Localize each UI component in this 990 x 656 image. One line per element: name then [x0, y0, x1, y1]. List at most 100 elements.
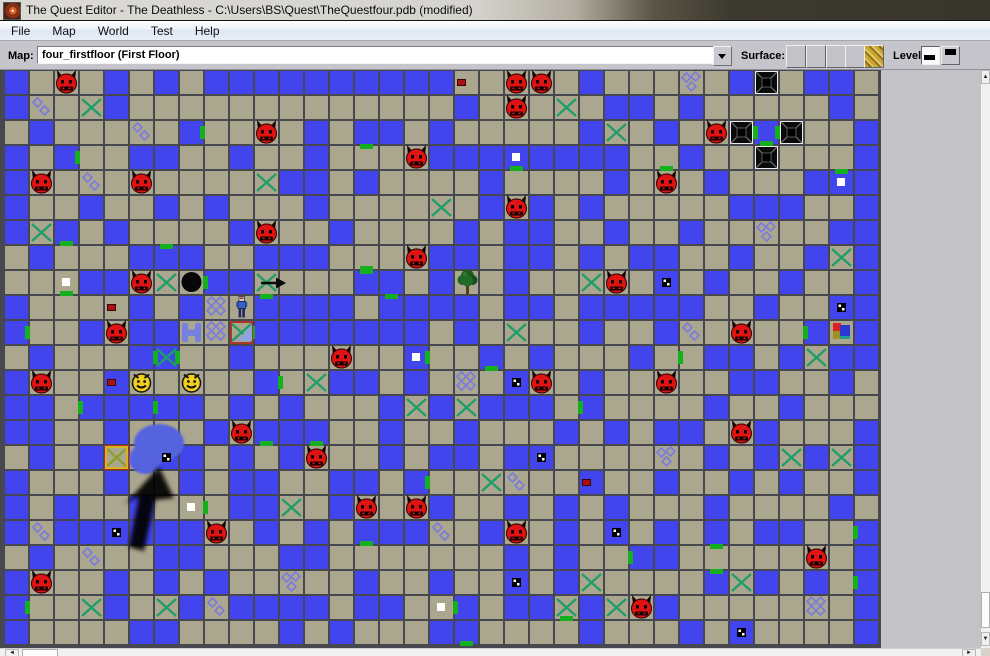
map-tile[interactable]	[205, 446, 228, 469]
map-tile[interactable]	[855, 421, 878, 444]
map-tile[interactable]	[205, 271, 228, 294]
map-tile[interactable]	[555, 221, 578, 244]
map-tile[interactable]	[855, 346, 878, 369]
map-tile[interactable]	[805, 121, 828, 144]
map-tile[interactable]	[80, 371, 103, 394]
map-tile[interactable]	[755, 171, 778, 194]
map-tile[interactable]	[805, 596, 828, 619]
map-tile[interactable]	[555, 396, 578, 419]
map-tile[interactable]	[830, 396, 853, 419]
map-tile[interactable]	[280, 421, 303, 444]
dropdown-arrow-icon[interactable]	[713, 46, 732, 66]
map-tile[interactable]	[705, 96, 728, 119]
map-tile[interactable]	[555, 121, 578, 144]
map-tile[interactable]	[205, 571, 228, 594]
map-tile[interactable]	[830, 296, 853, 319]
map-tile[interactable]	[755, 271, 778, 294]
map-tile[interactable]	[580, 296, 603, 319]
map-tile[interactable]	[530, 96, 553, 119]
map-tile[interactable]	[205, 146, 228, 169]
map-tile[interactable]	[130, 321, 153, 344]
map-tile[interactable]	[455, 596, 478, 619]
map-tile[interactable]	[155, 346, 178, 369]
map-tile[interactable]	[80, 496, 103, 519]
map-tile[interactable]	[705, 621, 728, 644]
map-tile[interactable]	[205, 296, 228, 319]
map-tile[interactable]	[230, 521, 253, 544]
vertical-scroll-thumb[interactable]	[981, 592, 990, 628]
map-tile[interactable]	[255, 546, 278, 569]
map-tile[interactable]	[280, 271, 303, 294]
map-tile[interactable]	[430, 496, 453, 519]
map-tile[interactable]	[280, 321, 303, 344]
map-tile[interactable]	[80, 446, 103, 469]
map-tile[interactable]	[480, 121, 503, 144]
map-tile[interactable]	[605, 521, 628, 544]
map-tile[interactable]	[180, 221, 203, 244]
map-tile[interactable]	[130, 471, 153, 494]
map-tile[interactable]	[430, 271, 453, 294]
map-tile[interactable]	[80, 121, 103, 144]
map-tile[interactable]	[855, 621, 878, 644]
level-upper-button[interactable]	[941, 46, 960, 65]
map-tile[interactable]	[105, 421, 128, 444]
map-tile[interactable]	[655, 196, 678, 219]
map-tile[interactable]	[555, 146, 578, 169]
map-tile[interactable]	[355, 496, 378, 519]
map-tile[interactable]	[505, 471, 528, 494]
map-tile[interactable]	[680, 546, 703, 569]
map-tile[interactable]	[530, 571, 553, 594]
map-tile[interactable]	[680, 246, 703, 269]
map-tile[interactable]	[830, 96, 853, 119]
map-tile[interactable]	[530, 321, 553, 344]
map-tile[interactable]	[855, 446, 878, 469]
map-tile[interactable]	[355, 396, 378, 419]
map-tile[interactable]	[630, 296, 653, 319]
map-tile[interactable]	[405, 571, 428, 594]
map-tile[interactable]	[30, 521, 53, 544]
map-tile[interactable]	[680, 421, 703, 444]
map-tile[interactable]	[730, 71, 753, 94]
map-tile[interactable]	[655, 546, 678, 569]
map-tile[interactable]	[780, 221, 803, 244]
map-tile[interactable]	[555, 196, 578, 219]
map-canvas[interactable]	[0, 70, 881, 648]
map-tile[interactable]	[805, 371, 828, 394]
map-tile[interactable]	[480, 171, 503, 194]
map-tile[interactable]	[755, 246, 778, 269]
map-tile[interactable]	[680, 571, 703, 594]
map-tile[interactable]	[580, 321, 603, 344]
map-tile[interactable]	[530, 246, 553, 269]
map-tile[interactable]	[805, 321, 828, 344]
map-tile[interactable]	[405, 171, 428, 194]
map-tile[interactable]	[655, 396, 678, 419]
map-tile[interactable]	[355, 346, 378, 369]
map-tile[interactable]	[355, 96, 378, 119]
map-tile[interactable]	[380, 196, 403, 219]
map-tile[interactable]	[130, 96, 153, 119]
map-tile[interactable]	[430, 346, 453, 369]
map-tile[interactable]	[155, 221, 178, 244]
map-tile[interactable]	[105, 496, 128, 519]
map-tile[interactable]	[705, 546, 728, 569]
map-tile[interactable]	[405, 346, 428, 369]
map-tile[interactable]	[230, 171, 253, 194]
map-tile[interactable]	[530, 296, 553, 319]
map-tile[interactable]	[230, 221, 253, 244]
map-tile[interactable]	[655, 146, 678, 169]
map-tile[interactable]	[455, 496, 478, 519]
map-tile[interactable]	[630, 271, 653, 294]
map-tile[interactable]	[505, 71, 528, 94]
map-tile[interactable]	[605, 621, 628, 644]
map-tile[interactable]	[455, 471, 478, 494]
map-tile[interactable]	[805, 621, 828, 644]
map-tile[interactable]	[680, 621, 703, 644]
map-tile[interactable]	[105, 346, 128, 369]
map-tile[interactable]	[55, 446, 78, 469]
map-tile[interactable]	[180, 471, 203, 494]
map-tile[interactable]	[680, 296, 703, 319]
map-tile[interactable]	[605, 196, 628, 219]
map-tile[interactable]	[205, 171, 228, 194]
map-tile[interactable]	[180, 171, 203, 194]
map-tile[interactable]	[255, 421, 278, 444]
